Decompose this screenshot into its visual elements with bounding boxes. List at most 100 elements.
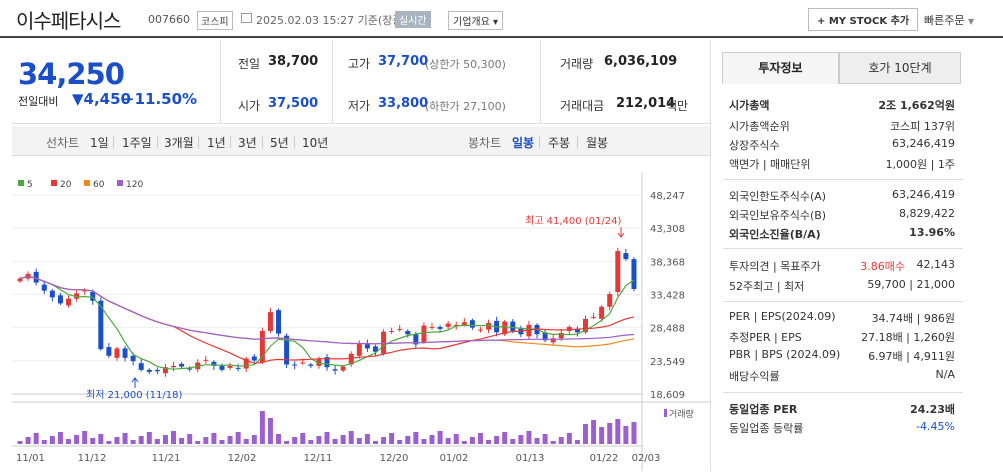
candle-body [526, 324, 532, 337]
candle-body [235, 367, 241, 369]
info-value: 8,829,422 [899, 207, 955, 220]
candle-weekly[interactable]: 주봉 [548, 136, 571, 150]
volume-legend-label: 거래량 [669, 408, 694, 420]
candle-body [477, 329, 483, 331]
volume-bar [445, 438, 451, 444]
x-tick-label: 12/20 [380, 453, 409, 464]
candle-body [591, 316, 597, 318]
volume-bar [413, 432, 419, 444]
y-tick-label: 33,428 [650, 291, 685, 302]
period-1w[interactable]: 1주일 [122, 136, 152, 150]
period-1d[interactable]: 1일 [90, 136, 109, 150]
volume-bar [486, 440, 492, 444]
high-label: 고가 [348, 57, 371, 71]
volume-bar [251, 435, 257, 444]
quick-order-label: 빠른주문 [924, 14, 965, 27]
down-arrow-icon [617, 227, 625, 238]
candle-body [114, 348, 120, 358]
volume-bar [591, 420, 597, 444]
volume-label: 거래량 [560, 57, 594, 71]
x-tick-label: 11/21 [152, 453, 181, 464]
candle-body [17, 278, 23, 282]
candle-body [364, 343, 370, 349]
candle-body [510, 321, 516, 331]
realtime-button[interactable]: 실시간 [395, 11, 431, 28]
candle-body [461, 322, 467, 325]
y-tick-label: 23,549 [650, 357, 685, 368]
quote-date: 2025.02.03 15:27 기준(장중) [256, 14, 407, 27]
period-3m[interactable]: 3개월 [164, 136, 194, 150]
volume-bar [308, 440, 314, 444]
candle-body [372, 346, 378, 352]
chart-svg: 5 20 60 120 48,247 43,308 38,368 33,428 28,488 23… [12, 172, 710, 471]
period-10y[interactable]: 10년 [302, 136, 329, 150]
candle-body [308, 364, 314, 366]
info-value: -4.45% [916, 420, 955, 433]
candle-body [130, 355, 136, 362]
legend-swatch [18, 180, 24, 186]
candle-body [98, 300, 104, 350]
candle-body [203, 359, 209, 361]
period-5y[interactable]: 5년 [270, 136, 289, 150]
candle-body [421, 325, 427, 343]
x-tick-label: 11/12 [78, 453, 107, 464]
info-value: N/A [935, 368, 955, 381]
volume-bar [494, 436, 500, 444]
period-3y[interactable]: 3년 [238, 136, 257, 150]
candle-body [171, 365, 177, 368]
candle-body [623, 253, 629, 260]
period-1y[interactable]: 1년 [207, 136, 226, 150]
volume-bar [25, 437, 31, 444]
candle-body [542, 332, 548, 341]
candle-body [405, 330, 411, 335]
info-label: 동일업종 PER [729, 403, 798, 416]
candle-body [566, 326, 572, 331]
volume-bar [66, 439, 72, 444]
prev-value: 38,700 [268, 54, 319, 69]
high-value: 37,700 [378, 54, 429, 69]
company-overview-dropdown[interactable]: 기업개요 ▾ [448, 11, 503, 30]
info-value: 1,000원 | 1주 [885, 158, 955, 171]
candle-body [340, 366, 346, 371]
info-label: PER | EPS(2024.09) [729, 310, 836, 323]
candle-body [381, 331, 387, 354]
candle-body [187, 368, 193, 370]
price-chart[interactable]: 5 20 60 120 48,247 43,308 38,368 33,428 28,488 23… [12, 172, 710, 471]
volume-bar [17, 441, 23, 444]
volume-bar [356, 438, 362, 444]
volume-bar [405, 436, 411, 444]
volume-bar [171, 431, 177, 444]
section-divider [723, 301, 963, 302]
candle-body [33, 271, 39, 283]
candle-body [332, 369, 338, 371]
quick-order-link[interactable]: 빠른주문 ▼ [924, 12, 974, 28]
candle-body [138, 363, 144, 370]
add-mystock-button[interactable]: + MY STOCK 추가 [808, 8, 919, 31]
legend-swatch [84, 180, 90, 186]
volume-bar [211, 433, 217, 444]
info-label: 액면가 | 매매단위 [729, 158, 811, 171]
candle-body [582, 318, 588, 333]
volume-bar [114, 437, 120, 444]
upper-limit: (상한가 50,300) [425, 58, 506, 71]
tab-investment-info[interactable]: 투자정보 [722, 52, 839, 84]
x-tick-label: 01/22 [590, 453, 619, 464]
volume-bar [502, 432, 508, 444]
quote-panel: 34,250 전일대비 ▼4,450 −11.50% 전일 38,700 시가 … [12, 40, 710, 124]
info-value: 6.97배 | 4,911원 [868, 350, 955, 363]
candle-daily[interactable]: 일봉 [512, 136, 535, 150]
volume-bar [607, 423, 613, 444]
y-tick-label: 48,247 [650, 191, 685, 202]
info-value: 2조 1,662억원 [878, 99, 955, 112]
candle-body [300, 362, 306, 364]
section-divider [723, 179, 963, 180]
candle-monthly[interactable]: 월봉 [586, 136, 609, 150]
volume-bar [243, 439, 249, 444]
y-tick-label: 38,368 [650, 257, 685, 268]
volume-bar [203, 437, 209, 444]
amount-unit: 백만 [666, 99, 689, 113]
tab-orderbook[interactable]: 호가 10단계 [839, 52, 961, 84]
section-divider [723, 392, 963, 393]
legend-label: 5 [27, 180, 33, 190]
candle-body [429, 326, 435, 328]
